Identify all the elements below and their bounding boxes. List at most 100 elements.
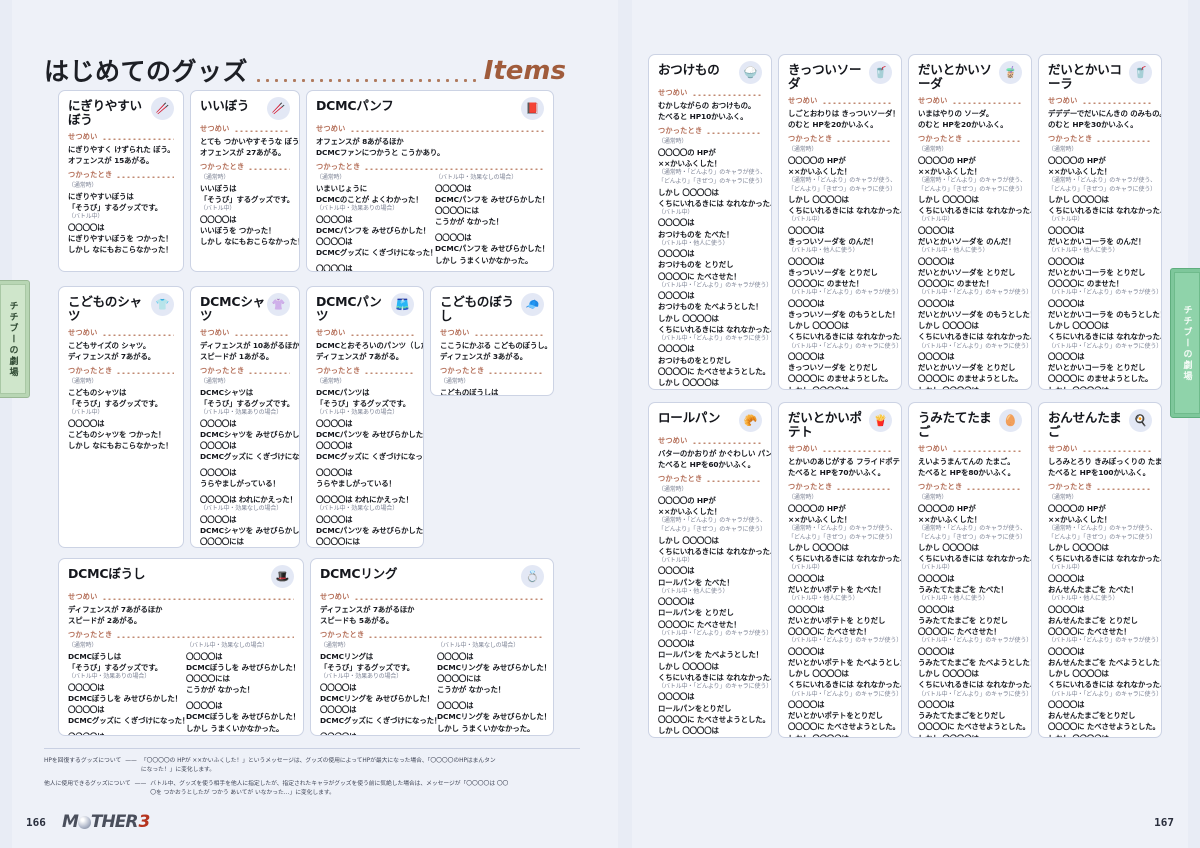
message-line: DCMCぼうしを みせびらかした！ bbox=[186, 712, 300, 722]
message-line: うみたてたまごをとりだし bbox=[918, 711, 1006, 721]
usage-column-left: （通常時） 〇〇〇〇の HPが ××かいふくした！ （通常時・「どんより」のキャラが使… bbox=[658, 138, 772, 389]
side-tab-left[interactable]: チチブーの劇場 bbox=[0, 280, 30, 398]
message-line: 〇〇〇〇は bbox=[788, 605, 825, 615]
item-name: きっついソーダ bbox=[788, 62, 862, 92]
item-card-kodomo-no-shatsu[interactable]: こどものシャツ 👕 せつめい こどもサイズの シャツ。 ディフェンスが 7あがる。 つかっ… bbox=[58, 286, 184, 548]
side-tab-left-inner: チチブーの劇場 bbox=[0, 284, 26, 394]
message-line: しかし 〇〇〇〇は bbox=[788, 385, 892, 389]
message-line: しかし 〇〇〇〇は bbox=[658, 725, 719, 735]
condition-note: （通常時） bbox=[1048, 145, 1078, 153]
message-line: ××かいふくした！ bbox=[658, 159, 722, 169]
label-text: せつめい bbox=[316, 124, 346, 133]
footnote-divider bbox=[44, 748, 580, 749]
item-card-dcmc-panfu[interactable]: DCMCパンフ 📕 せつめい オフェンスが 8あがるほか DCMCファンにつかうと こう… bbox=[306, 90, 554, 272]
message-line: うみたてたまごを とりだし bbox=[918, 616, 1008, 626]
message-line: ××かいふくした！ bbox=[1048, 514, 1112, 524]
message-line: いまいじょうに bbox=[316, 183, 368, 193]
message-line: しかし うまくいかなかった。 bbox=[186, 723, 284, 733]
stick-icon: 🥢 bbox=[267, 97, 290, 120]
description-section-label: せつめい bbox=[68, 592, 294, 602]
description-section-label: せつめい bbox=[316, 124, 544, 134]
item-card-dcmc-boushi[interactable]: DCMCぼうし 🎩 せつめい ディフェンスが 7あがるほか スピードが 2あがる。 つかっ… bbox=[58, 558, 304, 736]
message-line: おつけものを たべた！ bbox=[658, 229, 734, 239]
message-line: 〇〇〇〇は bbox=[658, 597, 695, 607]
item-card-dcmc-ringu[interactable]: DCMCリング 💍 せつめい ディフェンスが 7あがるほか スピードも 5あがる。 つかっ… bbox=[310, 558, 554, 736]
item-card-nigiriyasui-bou[interactable]: にぎりやすいぼう 🥢 せつめい にぎりやすく けずられた ぼう。 オフェンスが 15あが… bbox=[58, 90, 184, 272]
fries-icon: 🍟 bbox=[869, 409, 892, 432]
message-line: 〇〇〇〇は bbox=[316, 264, 353, 272]
description-line: にぎりやすく けずられた ぼう。 bbox=[68, 144, 175, 154]
item-card-kittsui-soda[interactable]: きっついソーダ 🥤 せつめい しごとおわりは きっついソーダ！ のむと HPを20かいふ… bbox=[778, 54, 902, 390]
item-name: ロールパン bbox=[658, 410, 721, 425]
dot-leader bbox=[116, 367, 174, 374]
condition-note: （通常時） bbox=[316, 377, 346, 385]
message-line: 「そうび」するグッズです。 bbox=[320, 663, 415, 673]
header-dot-leader bbox=[254, 64, 478, 84]
item-card-ii-bou[interactable]: いいぼう 🥢 せつめい とても つかいやすそうな ぼう。 オフェンスが 27あがる。 つか… bbox=[190, 90, 300, 272]
description-section-label: せつめい bbox=[200, 124, 290, 134]
label-text: つかったとき bbox=[658, 474, 703, 484]
label-text: せつめい bbox=[1048, 443, 1078, 453]
message-line: 〇〇〇〇は bbox=[658, 692, 695, 702]
condition-note: （バトル中・「どんより」のキャラに使う） bbox=[1048, 342, 1162, 350]
message-line: 〇〇〇〇は bbox=[435, 183, 472, 193]
item-card-umitate-tamago[interactable]: うみたてたまご 🥚 せつめい えいようまんてんの たまご。 たべると HPを80かいふく… bbox=[908, 402, 1032, 738]
side-tab-right[interactable]: チチブーの劇場 bbox=[1170, 268, 1200, 418]
dot-leader bbox=[951, 97, 1022, 104]
message-line: くちにいれるきには なれなかった… bbox=[788, 206, 902, 216]
message-line: 〇〇〇〇には bbox=[435, 206, 479, 216]
dot-leader bbox=[691, 438, 762, 444]
message-line: ××かいふくした！ bbox=[658, 507, 722, 517]
item-card-otsukemono[interactable]: おつけもの 🍚 せつめい むかしながらの おつけもの。 たべると HP10かいふく。 つか… bbox=[648, 54, 772, 390]
usage-section-label: つかったとき bbox=[658, 474, 762, 484]
condition-note: （バトル中・他人に使う） bbox=[658, 239, 729, 247]
message-line: ロールパンをとりだし bbox=[658, 703, 732, 713]
description-section-label: せつめい bbox=[440, 328, 544, 338]
message-line: 〇〇〇〇は bbox=[316, 515, 353, 525]
message-line: 〇〇〇〇には bbox=[200, 537, 244, 547]
description-line: いまはやりの ソーダ。 bbox=[918, 108, 994, 118]
message-line: DCMCのことが よくわかった！ bbox=[316, 195, 423, 205]
usage-column-left: （通常時） いまいじょうに DCMCのことが よくわかった！ （バトル中・効果ありの場… bbox=[316, 174, 437, 272]
condition-note: （バトル中） bbox=[1048, 564, 1084, 572]
message-line: しかし 〇〇〇〇は bbox=[658, 535, 719, 545]
message-line: 〇〇〇〇は bbox=[1048, 299, 1085, 309]
usage-column-left: （通常時） DCMCパンツは 「そうび」するグッズです。 （バトル中・効果ありの場合）… bbox=[316, 377, 423, 548]
condition-note: （バトル中・他人に使う） bbox=[918, 247, 989, 255]
label-text: つかったとき bbox=[320, 630, 365, 640]
message-line: 〇〇〇〇は bbox=[658, 344, 695, 354]
message-line: くちにいれるきには なれなかった… bbox=[788, 680, 902, 690]
condition-note: （通常時・「どんより」のキャラが使う、 bbox=[788, 524, 897, 532]
description-section-label: せつめい bbox=[788, 96, 892, 106]
item-card-daitokai-poteto[interactable]: だいとかいポテト 🍟 せつめい とかいのあじがする フライドポテト。 たべると HPを7… bbox=[778, 402, 902, 738]
item-name: だいとかいソーダ bbox=[918, 62, 992, 92]
message-line: 〇〇〇〇に たべさせた！ bbox=[918, 627, 1001, 637]
condition-note: （通常時・「どんより」のキャラが使う、 bbox=[1048, 176, 1157, 184]
item-card-dcmc-pantsu[interactable]: DCMCパンツ 🩳 せつめい DCMCとおそろいのパンツ（したぎ）。ディフェンスが 7… bbox=[306, 286, 424, 548]
message-line: こうかが なかった！ bbox=[316, 547, 414, 548]
message-line: 〇〇〇〇は bbox=[1048, 574, 1085, 584]
message-line: 〇〇〇〇の HPが bbox=[918, 155, 976, 165]
side-tab-right-inner: チチブーの劇場 bbox=[1174, 272, 1200, 414]
item-card-daitokai-cola[interactable]: だいとかいコーラ 🥤 せつめい デデデーでだいにんきの のみもの。 のむと HPを30か… bbox=[1038, 54, 1162, 390]
condition-note: （通常時・「どんより」のキャラが使う、 bbox=[658, 517, 767, 525]
description-section-label: せつめい bbox=[918, 96, 1022, 106]
condition-note: （バトル中・他人に使う） bbox=[918, 595, 989, 603]
message-line: しかし 〇〇〇〇は bbox=[788, 733, 892, 737]
usage-column-left: （通常時） 〇〇〇〇の HPが ××かいふくした！ （通常時・「どんより」のキャラが使… bbox=[1048, 145, 1162, 389]
condition-note: （通常時） bbox=[658, 486, 688, 494]
item-card-roll-pan[interactable]: ロールパン 🥐 せつめい バターのかおりが かぐわしい パン。 たべると HPを60かい… bbox=[648, 402, 772, 738]
condition-note: （バトル中・「どんより」のキャラに使う） bbox=[658, 334, 772, 342]
item-card-daitokai-soda[interactable]: だいとかいソーダ 🧋 せつめい いまはやりの ソーダ。 のむと HPを20かいふく。 つか… bbox=[908, 54, 1032, 390]
description-line: しろみとろり きみぽっくりの たまご。 bbox=[1048, 456, 1162, 466]
item-card-kodomo-no-boushi[interactable]: こどものぼうし 🧢 せつめい ここうにかぶる こどものぼうし。 ディフェンスが 3あがる… bbox=[430, 286, 554, 396]
message-line: しかし 〇〇〇〇は bbox=[1048, 195, 1109, 205]
message-line: 〇〇〇〇は bbox=[200, 515, 237, 525]
description-line: えいようまんてんの たまご。 bbox=[918, 456, 1015, 466]
label-text: つかったとき bbox=[1048, 481, 1093, 491]
condition-note: （バトル中・効果なしの場合） bbox=[316, 505, 399, 513]
usage-section-label: つかったとき bbox=[1048, 482, 1152, 492]
footnote-value: バトル中、グッズを使う相手を他人に指定したが、指定されたキャラがグッズを使う前に… bbox=[150, 780, 508, 797]
item-card-dcmc-shatsu[interactable]: DCMCシャツ 👚 せつめい ディフェンスが 10あがるほか スピードが 1あがる。 つか… bbox=[190, 286, 300, 548]
